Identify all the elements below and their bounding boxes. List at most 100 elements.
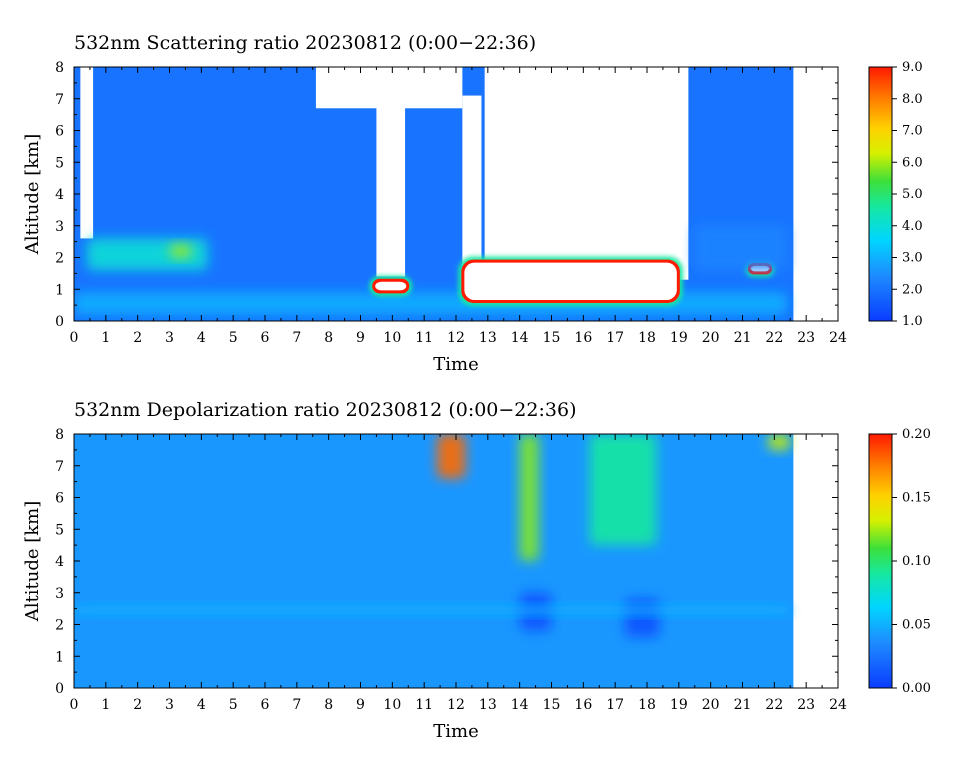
heatmap-background	[74, 434, 794, 688]
x-tick-label: 18	[638, 330, 656, 346]
x-tick-label: 22	[765, 330, 783, 346]
x-tick-label: 20	[702, 330, 720, 346]
x-tick-label: 6	[261, 697, 270, 713]
heatmap-no-data-tail	[793, 434, 838, 688]
heatmap-cloud-9	[369, 275, 413, 297]
y-tick-label: 8	[55, 60, 64, 76]
x-tick-label: 23	[797, 330, 815, 346]
heatmap-high-1	[519, 434, 539, 561]
y-tick-label: 3	[55, 219, 64, 235]
x-tick-label: 7	[292, 697, 301, 713]
x-tick-label: 8	[324, 330, 333, 346]
x-tick-label: 24	[829, 697, 847, 713]
y-tick-label: 1	[55, 282, 64, 298]
y-tick-label: 2	[55, 618, 64, 634]
x-tick-label: 17	[606, 330, 624, 346]
heatmap-no-data-1	[376, 95, 406, 277]
colorbar-tick-label: 9.0	[902, 60, 923, 75]
x-tick-label: 16	[574, 697, 592, 713]
x-tick-label: 15	[543, 697, 561, 713]
heatmap-no-data-2	[462, 95, 482, 274]
x-tick-label: 20	[702, 697, 720, 713]
panel-scattering: 532nm Scattering ratio 20230812 (0:00−22…	[22, 32, 923, 375]
x-tick-label: 9	[356, 330, 365, 346]
x-tick-label: 13	[479, 330, 497, 346]
x-tick-label: 12	[447, 330, 465, 346]
colorbar-depolarization: 0.00 0.05 0.10 0.15 0.20	[868, 427, 931, 696]
x-tick-label: 0	[70, 697, 79, 713]
x-tick-label: 21	[734, 330, 752, 346]
x-tick-label: 11	[415, 697, 433, 713]
x-tick-label: 7	[292, 330, 301, 346]
x-tick-label: 3	[165, 697, 174, 713]
heatmap-band-11	[694, 225, 788, 271]
axis-ticks-scattering: 0 1 2 3 4 5 6 7 8 9 10 11 12 13 14 15 16 17 18 19 20 21 22 23 24…	[55, 60, 847, 346]
y-tick-label: 3	[55, 586, 64, 602]
colorbar-ticks-depolarization: 0.00 0.05 0.10 0.15 0.20	[892, 427, 931, 696]
colorbar-tick-label: 0.05	[902, 618, 931, 633]
x-tick-label: 10	[383, 330, 401, 346]
x-tick-label: 5	[229, 697, 238, 713]
xlabel-depolarization: Time	[433, 721, 478, 742]
heatmap-no-data-0	[80, 67, 94, 239]
x-tick-label: 18	[638, 697, 656, 713]
x-tick-label: 21	[734, 697, 752, 713]
y-tick-label: 8	[55, 427, 64, 443]
y-tick-label: 0	[55, 314, 64, 330]
x-tick-label: 13	[479, 697, 497, 713]
heatmap-high-2	[589, 434, 657, 546]
colorbar-tick-label: 4.0	[902, 219, 923, 234]
x-tick-label: 10	[383, 697, 401, 713]
panel-depolarization: 532nm Depolarization ratio 20230812 (0:0…	[22, 399, 931, 742]
heatmap-layer-6	[74, 605, 791, 615]
xlabel-scattering: Time	[433, 354, 478, 375]
colorbar-scale-depolarization	[868, 433, 893, 689]
x-tick-label: 1	[101, 697, 110, 713]
x-tick-label: 2	[133, 330, 142, 346]
x-tick-label: 4	[197, 697, 206, 713]
title-depolarization: 532nm Depolarization ratio 20230812 (0:0…	[74, 399, 576, 421]
x-tick-label: 8	[324, 697, 333, 713]
x-tick-label: 19	[670, 330, 688, 346]
x-tick-label: 23	[797, 697, 815, 713]
x-tick-label: 19	[670, 697, 688, 713]
heatmap-high-0	[436, 434, 466, 479]
axis-ticks-depolarization: 0 1 2 3 4 5 6 7 8 9 10 11 12 13 14 15 16 17 18 19 20 21 22 23 24…	[55, 427, 847, 713]
x-tick-label: 24	[829, 330, 847, 346]
x-tick-label: 9	[356, 697, 365, 713]
x-tick-label: 14	[511, 330, 529, 346]
x-tick-label: 11	[415, 330, 433, 346]
colorbar-scattering: 1.0 2.0 3.0 4.0 5.0 6.0 7.0 8.0 9.0	[868, 60, 923, 329]
heatmap-high-3	[767, 434, 791, 450]
colorbar-tick-label: 0.20	[902, 427, 931, 442]
heatmap-depolarization	[74, 434, 838, 688]
heatmap-cloud-8	[458, 256, 683, 306]
x-tick-label: 5	[229, 330, 238, 346]
colorbar-tick-label: 6.0	[902, 155, 923, 170]
y-tick-label: 5	[55, 155, 64, 171]
colorbar-tick-label: 7.0	[902, 124, 923, 139]
heatmap-layer-6	[169, 244, 192, 258]
y-tick-label: 2	[55, 251, 64, 267]
x-tick-label: 3	[165, 330, 174, 346]
colorbar-tick-label: 5.0	[902, 187, 923, 202]
heatmap-no-data-tail	[793, 67, 838, 321]
x-tick-label: 0	[70, 330, 79, 346]
x-tick-label: 16	[574, 330, 592, 346]
heatmap-no-data-4	[315, 67, 463, 109]
y-tick-label: 1	[55, 649, 64, 665]
heatmap-no-data-3	[484, 67, 689, 280]
y-tick-label: 7	[55, 459, 64, 475]
title-scattering: 532nm Scattering ratio 20230812 (0:00−22…	[74, 32, 536, 54]
colorbar-ticks-scattering: 1.0 2.0 3.0 4.0 5.0 6.0 7.0 8.0 9.0	[892, 60, 923, 329]
x-tick-label: 2	[133, 697, 142, 713]
colorbar-scale-scattering	[868, 66, 893, 322]
y-tick-label: 6	[55, 491, 64, 507]
x-tick-label: 4	[197, 330, 206, 346]
ylabel-depolarization: Altitude [km]	[22, 501, 43, 623]
x-tick-label: 14	[511, 697, 529, 713]
ylabel-scattering: Altitude [km]	[22, 134, 43, 256]
y-tick-label: 0	[55, 681, 64, 697]
y-tick-label: 7	[55, 92, 64, 108]
